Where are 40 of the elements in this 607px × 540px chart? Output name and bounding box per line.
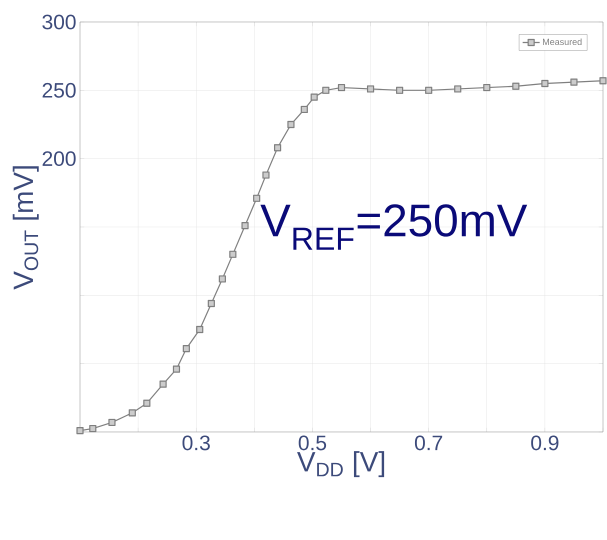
point xyxy=(218,275,226,283)
point xyxy=(262,171,270,179)
point xyxy=(172,366,180,373)
x-tick-label: 0.9 xyxy=(531,436,558,450)
point xyxy=(425,86,432,94)
y-tick-label: 200 xyxy=(42,151,76,166)
point xyxy=(310,94,318,101)
legend-label: Measured xyxy=(542,38,582,46)
point xyxy=(454,85,462,93)
x-tick-label: 0.7 xyxy=(414,436,442,450)
point xyxy=(322,86,330,94)
point xyxy=(208,300,215,308)
point xyxy=(196,326,204,334)
point xyxy=(108,418,116,426)
point xyxy=(160,380,167,388)
point xyxy=(541,80,548,88)
point xyxy=(274,144,282,152)
y-tick-label: 250 xyxy=(42,82,76,98)
point xyxy=(128,409,136,416)
point xyxy=(300,106,308,114)
y-tick-label: 300 xyxy=(42,14,76,30)
point xyxy=(338,84,346,92)
x-tick-label: 0.3 xyxy=(182,436,210,450)
point xyxy=(366,85,374,93)
point xyxy=(396,86,404,94)
point xyxy=(512,82,520,90)
point xyxy=(143,400,150,407)
y-axis-title: V$_{OUT}$ [mV] xyxy=(12,166,39,290)
point xyxy=(570,78,578,86)
x-tick-label: 0.5 xyxy=(298,436,326,450)
point xyxy=(253,194,260,202)
point xyxy=(241,222,249,230)
point xyxy=(287,120,295,128)
x-axis-title: V$_{DD}$ [V] xyxy=(297,451,384,478)
point xyxy=(229,250,236,258)
point xyxy=(76,427,84,434)
point xyxy=(89,424,96,432)
annotation: V$_{REF}$=250mV xyxy=(260,204,528,250)
point xyxy=(483,84,490,92)
point xyxy=(182,345,190,352)
